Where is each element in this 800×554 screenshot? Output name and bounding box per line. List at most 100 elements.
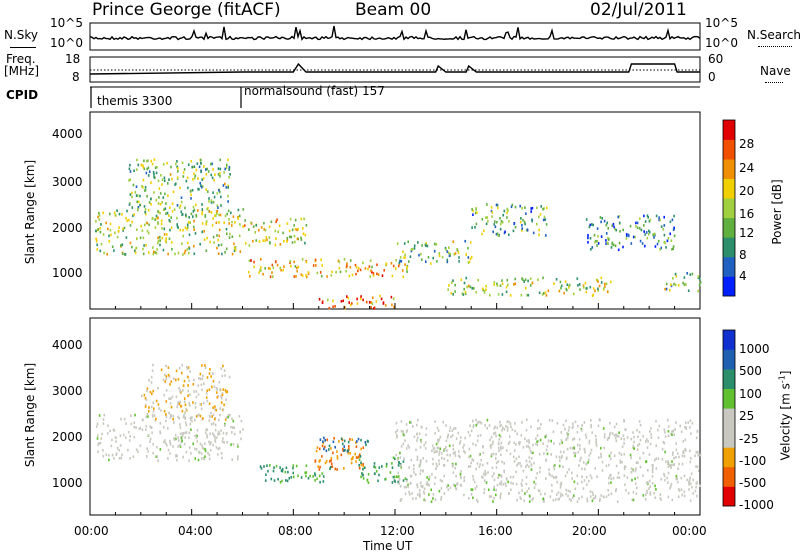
power-cell-0 xyxy=(181,242,183,245)
velocity-cell-2 xyxy=(284,470,287,474)
velocity-cell-2 xyxy=(279,481,282,484)
velocity-cell-6 xyxy=(545,459,547,462)
velocity-cell-6 xyxy=(440,498,442,501)
velocity-cell-0 xyxy=(191,419,193,423)
velocity-cell-0 xyxy=(109,429,111,433)
velocity-cell-6 xyxy=(546,445,549,448)
velocity-cell-6 xyxy=(464,436,466,440)
velocity-cell-6 xyxy=(636,476,639,479)
velocity-cell-1 xyxy=(150,375,153,379)
power-cell-0 xyxy=(109,228,112,232)
power-cell-6 xyxy=(483,291,486,294)
power-cell-7 xyxy=(496,203,499,207)
velocity-cell-1 xyxy=(221,392,224,395)
velocity-cell-1 xyxy=(155,417,157,421)
power-cell-8 xyxy=(599,216,602,219)
power-cell-6 xyxy=(544,291,547,294)
velocity-cell-0 xyxy=(223,424,226,427)
velocity-cell-1 xyxy=(168,375,171,378)
velocity-cell-6 xyxy=(399,499,402,502)
velocity-cell-6 xyxy=(690,472,693,476)
velocity-cell-6 xyxy=(532,497,534,500)
power-cell-8 xyxy=(659,248,661,251)
power-cell-0 xyxy=(211,224,214,227)
power-cell-0 xyxy=(231,235,234,238)
velocity-cell-1 xyxy=(198,413,200,417)
velocity-cell-6 xyxy=(433,482,436,486)
power-cell-8 xyxy=(643,224,645,227)
velocity-cell-3 xyxy=(321,444,324,448)
power-cell-8 xyxy=(612,243,615,247)
power-cell-5 xyxy=(446,260,449,264)
power-cell-1 xyxy=(144,189,146,192)
power-cell-1 xyxy=(165,212,167,215)
velocity-cell-6 xyxy=(525,465,527,468)
velocity-cell-6 xyxy=(632,498,635,502)
velocity-cell-6 xyxy=(406,429,408,432)
velocity-cell-6 xyxy=(568,497,571,501)
power-cell-8 xyxy=(590,248,592,251)
velocity-cell-6 xyxy=(525,482,528,486)
velocity-cell-6 xyxy=(600,452,602,456)
power-cell-7 xyxy=(521,224,523,227)
power-cell-1 xyxy=(161,183,163,186)
velocity-cell-4 xyxy=(324,439,326,442)
velocity-cell-0 xyxy=(206,428,208,432)
velocity-cell-5 xyxy=(394,457,396,461)
power-cell-6 xyxy=(597,280,599,283)
velocity-cell-6 xyxy=(438,453,440,456)
power-cell-0 xyxy=(147,209,150,212)
velocity-cell-0 xyxy=(176,454,178,458)
velocity-cell-6 xyxy=(671,433,673,436)
power-cell-1 xyxy=(174,183,176,186)
velocity-cell-4 xyxy=(365,443,367,447)
velocity-cell-6 xyxy=(638,420,641,423)
velocity-cell-6 xyxy=(450,435,452,439)
velocity-cell-6 xyxy=(613,434,616,437)
velocity-cell-6 xyxy=(438,459,440,462)
velocity-cell-5 xyxy=(381,465,383,468)
velocity-cell-6 xyxy=(485,472,487,475)
power-cell-1 xyxy=(172,190,175,194)
velocity-cell-6 xyxy=(590,419,592,422)
power-cell-6 xyxy=(501,293,504,296)
power-cell-6 xyxy=(573,292,575,296)
velocity-cell-6 xyxy=(514,429,516,433)
velocity-cell-0 xyxy=(152,451,154,455)
velocity-cell-5 xyxy=(397,464,400,467)
power-cell-6 xyxy=(452,279,454,282)
velocity-cell-6 xyxy=(497,460,500,463)
power-cell-7 xyxy=(526,228,529,231)
power-cell-7 xyxy=(512,229,515,233)
velocity-cell-6 xyxy=(439,447,441,451)
velocity-cell-0 xyxy=(113,457,115,460)
velocity-cell-0 xyxy=(96,437,99,440)
power-cell-1 xyxy=(213,179,215,182)
power-cell-5 xyxy=(410,248,413,251)
velocity-cell-6 xyxy=(614,436,617,440)
power-cell-6 xyxy=(464,290,467,294)
velocity-cell-6 xyxy=(478,453,481,457)
power-cell-6 xyxy=(505,285,508,289)
velocity-cell-6 xyxy=(452,444,454,447)
power-cell-3 xyxy=(385,262,388,265)
power-cell-5 xyxy=(421,258,423,261)
velocity-cell-6 xyxy=(621,445,624,448)
power-cell-1 xyxy=(180,200,183,204)
power-cell-7 xyxy=(499,227,502,231)
velocity-cell-6 xyxy=(596,475,598,479)
velocity-cell-6 xyxy=(475,498,478,502)
velocity-cell-6 xyxy=(499,496,502,500)
velocity-cell-0 xyxy=(217,447,220,451)
velocity-cell-0 xyxy=(105,453,108,456)
cbar-power-frame xyxy=(722,119,736,297)
velocity-cell-6 xyxy=(524,437,526,440)
velocity-cell-6 xyxy=(675,477,677,481)
velocity-cell-5 xyxy=(378,466,381,469)
velocity-cell-6 xyxy=(595,438,597,441)
velocity-cell-6 xyxy=(676,477,678,481)
velocity-cell-6 xyxy=(424,441,427,444)
power-cell-5 xyxy=(410,249,413,253)
velocity-cell-2 xyxy=(264,479,267,482)
power-cell-7 xyxy=(508,233,510,237)
